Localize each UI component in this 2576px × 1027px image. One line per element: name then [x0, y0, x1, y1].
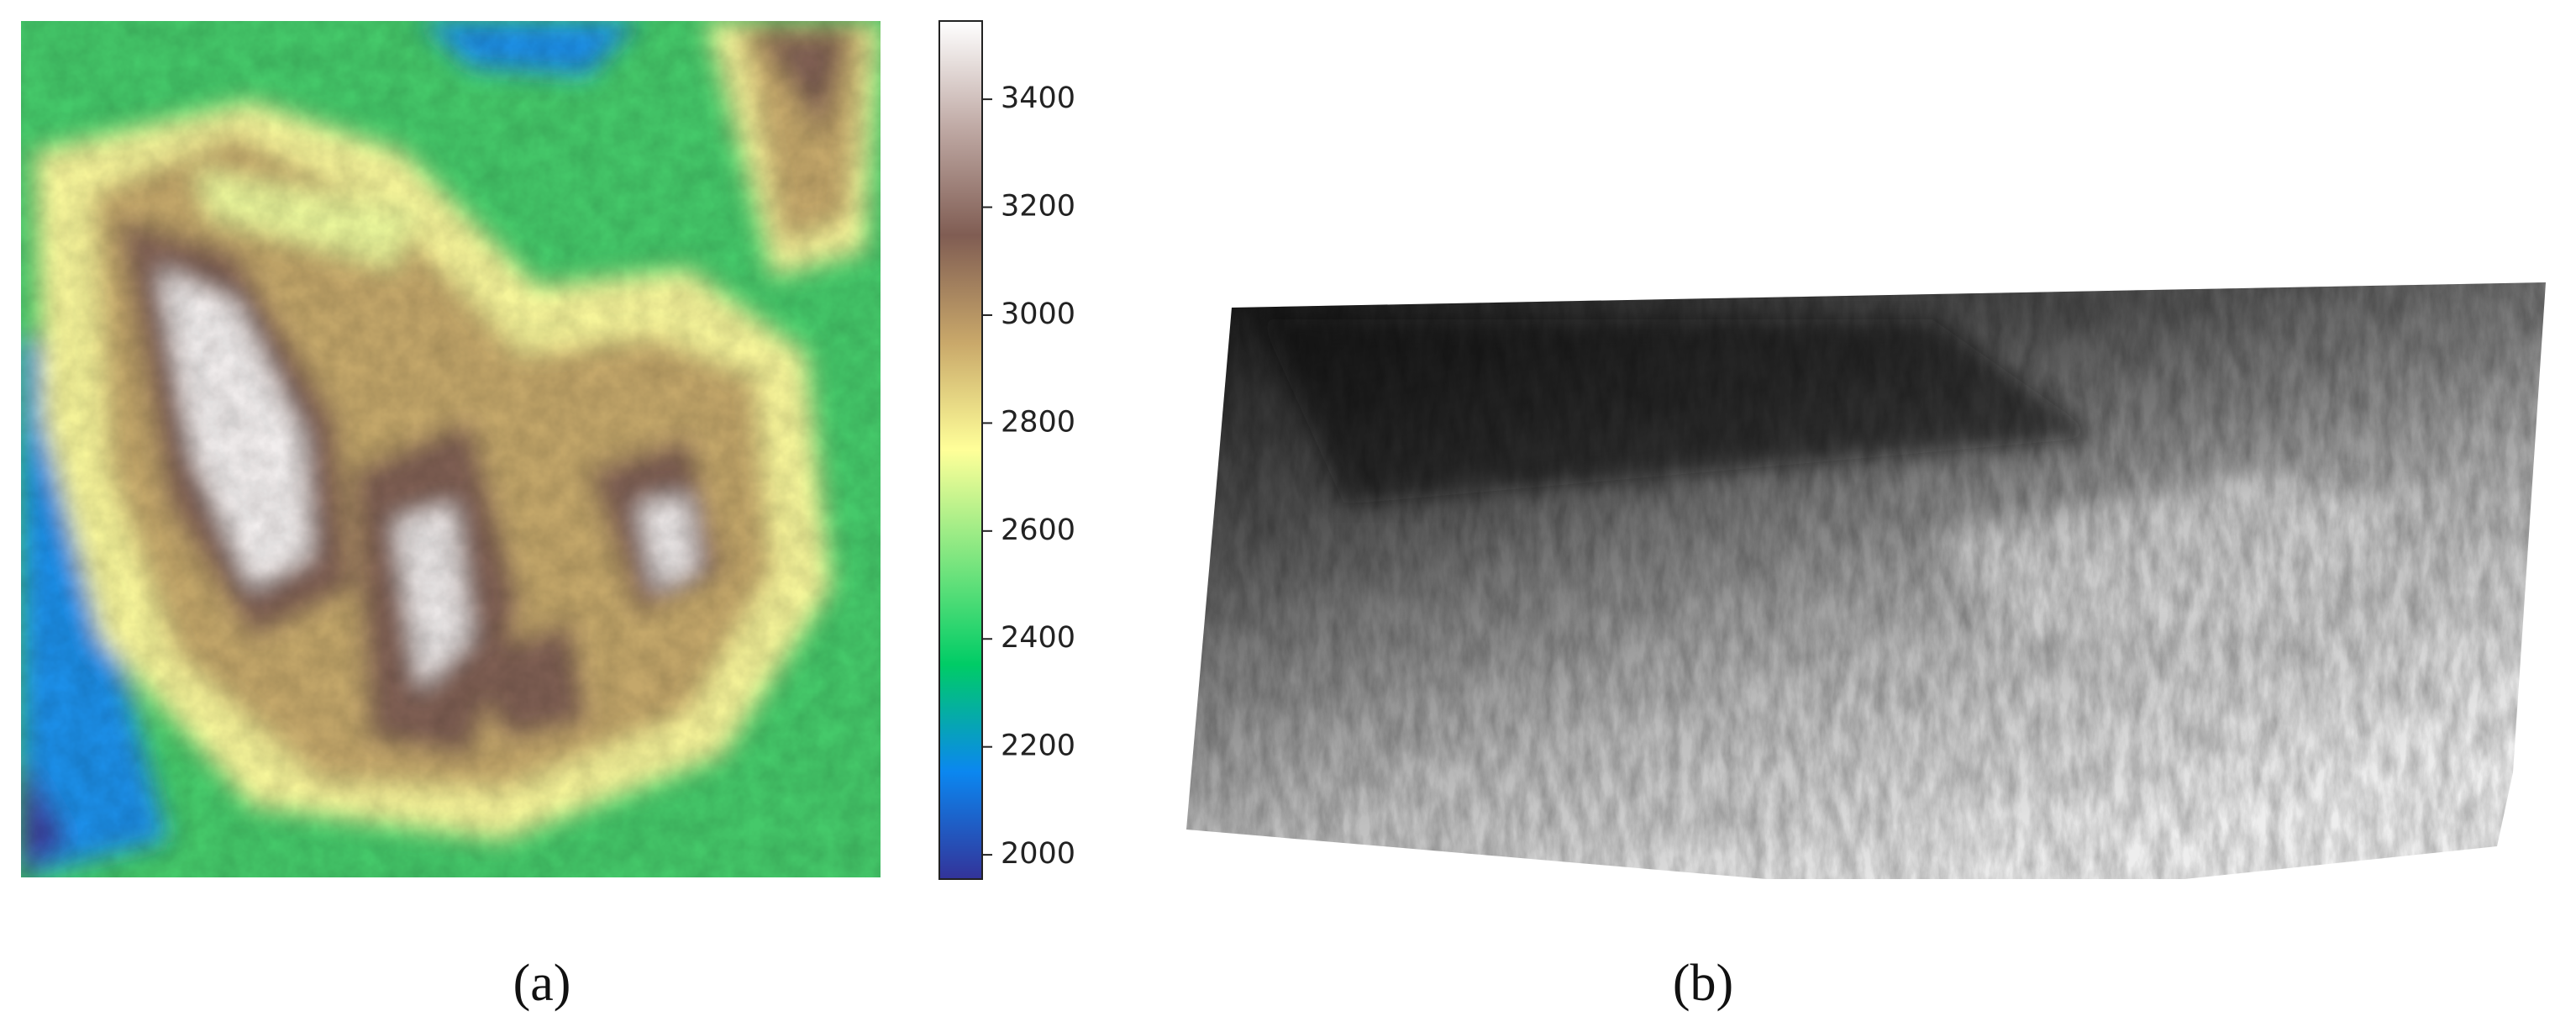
colorbar-tick-label: 3200: [1001, 190, 1075, 224]
colorbar-tick-label: 2200: [1001, 729, 1075, 763]
colorbar-tick-label: 3400: [1001, 82, 1075, 115]
colorbar-tick-label: 3000: [1001, 298, 1075, 331]
colorbar-tick-label: 2000: [1001, 837, 1075, 871]
panel-label: (b): [1673, 955, 1733, 1012]
colorbar-tick-label: 2600: [1001, 514, 1075, 547]
colorbar: 2000 2200 2400 2600 2800 3000 3200 3400: [938, 20, 1075, 880]
colorbar-tick-label: 2400: [1001, 621, 1075, 655]
surface-render: [1186, 282, 2546, 879]
colorbar-body: [938, 20, 983, 880]
colorbar-tick-label: 2800: [1001, 405, 1075, 439]
panel-label: (a): [513, 955, 571, 1012]
elevation-map: [21, 21, 881, 877]
